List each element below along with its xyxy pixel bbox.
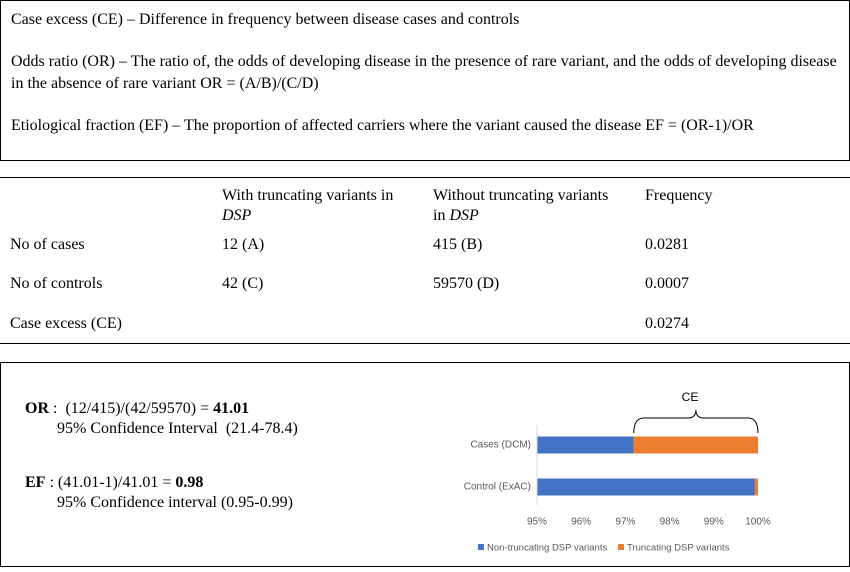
- or-ci: 95% Confidence Interval (21.4-78.4): [57, 420, 298, 437]
- bar-segment: [633, 436, 758, 454]
- summary-box: OR : (12/415)/(42/59570) = 41.01 95% Con…: [0, 362, 850, 567]
- y-tick-label: Control (ExAC): [464, 482, 531, 493]
- row-label: No of controls: [10, 275, 103, 292]
- x-tick-label: 99%: [704, 517, 724, 528]
- header-text: Without truncating variants in: [433, 187, 609, 224]
- table-cell: 42 (C): [222, 275, 264, 292]
- definition: Odds ratio (OR) – The ratio of, the odds…: [11, 53, 837, 92]
- or-line: OR : (12/415)/(42/59570) = 41.01: [25, 399, 249, 419]
- y-tick-label: Cases (DCM): [470, 440, 531, 451]
- chart-annotation: CE: [682, 390, 699, 404]
- table-cell: 12 (A): [222, 236, 265, 253]
- table-cell: 0.0281: [645, 236, 689, 253]
- x-tick-label: 97%: [615, 517, 635, 528]
- table-cell: 0.0274: [645, 315, 689, 332]
- or-label: OR: [25, 400, 49, 417]
- header-text: Frequency: [645, 187, 713, 204]
- row-label: No of cases: [10, 236, 85, 253]
- x-tick-label: 100%: [745, 517, 771, 528]
- table-cell: 415 (B): [433, 236, 483, 253]
- header-text: With truncating variants in: [222, 187, 394, 204]
- table-cell: 0.0007: [645, 275, 689, 292]
- row-label: Case excess (CE): [10, 315, 122, 332]
- or-formula: : (12/415)/(42/59570) =: [53, 400, 210, 417]
- table-cell: 59570 (D): [433, 275, 500, 292]
- column-header: Without truncating variants in DSP: [433, 186, 623, 226]
- or-result: 41.01: [213, 400, 250, 417]
- ef-line: EF : (41.01-1)/41.01 = 0.98: [25, 473, 203, 493]
- bar-segment: [754, 478, 758, 496]
- definition: Etiological fraction (EF) – The proporti…: [11, 117, 754, 134]
- bar-segment: [537, 478, 755, 496]
- header-italic: DSP: [222, 207, 252, 224]
- legend-label: Truncating DSP variants: [627, 543, 730, 554]
- x-tick-label: 96%: [571, 517, 591, 528]
- x-tick-label: 95%: [527, 517, 547, 528]
- ef-formula: : (41.01-1)/41.01 =: [49, 474, 172, 491]
- definition: Case excess (CE) – Difference in frequen…: [11, 11, 520, 28]
- legend-swatch: [478, 544, 484, 550]
- legend-label: Non-truncating DSP variants: [487, 543, 607, 554]
- header-italic: DSP: [449, 207, 479, 224]
- column-header: With truncating variants in DSP: [222, 186, 412, 226]
- ef-ci: 95% Confidence interval (0.95-0.99): [57, 494, 293, 511]
- definitions-box: Case excess (CE) – Difference in frequen…: [0, 0, 850, 161]
- ce-brace: [633, 409, 759, 434]
- bar-segment: [537, 436, 634, 454]
- x-tick-label: 98%: [660, 517, 680, 528]
- ef-label: EF: [25, 474, 46, 491]
- column-header: Frequency: [645, 186, 835, 206]
- table-rule: [0, 343, 850, 344]
- table-rule: [0, 177, 850, 178]
- legend-swatch: [618, 544, 624, 550]
- ef-result: 0.98: [175, 474, 204, 491]
